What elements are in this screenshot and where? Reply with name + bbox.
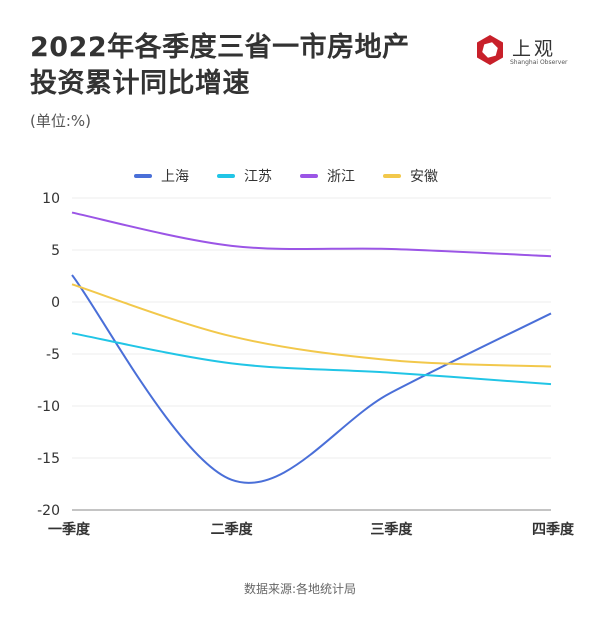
series-line-江苏 [71, 332, 552, 386]
legend: 上海 江苏 浙江 安徽 [134, 166, 438, 186]
series-line-安徽 [71, 283, 552, 368]
y-tick-label: 5 [51, 243, 60, 259]
legend-item[interactable]: 江苏 [217, 166, 272, 186]
title-line-1: 2022年各季度三省一市房地产 [30, 32, 410, 63]
unit-label: (单位:%) [30, 112, 92, 130]
x-tick-label: 四季度 [532, 521, 575, 538]
series-line-浙江 [71, 211, 552, 258]
legend-label: 浙江 [327, 169, 355, 185]
title-line-2: 投资累计同比增速 [30, 68, 250, 99]
legend-swatch-icon [383, 174, 401, 178]
logo-subtitle: Shanghai Observer [510, 59, 568, 66]
y-tick-label: -20 [37, 503, 60, 519]
y-tick-label: 10 [42, 191, 60, 207]
logo-text: 上观 [512, 38, 557, 60]
legend-item[interactable]: 安徽 [383, 166, 438, 186]
y-tick-label: -15 [37, 451, 60, 467]
legend-item[interactable]: 浙江 [300, 166, 355, 186]
legend-swatch-icon [300, 174, 318, 178]
logo: 上观 Shanghai Observer [474, 34, 584, 70]
chart-title: 2022年各季度三省一市房地产 投资累计同比增速 [30, 30, 410, 102]
x-tick-label: 一季度 [48, 521, 91, 538]
y-tick-label: 0 [51, 295, 60, 311]
legend-label: 上海 [161, 169, 189, 185]
source-note: 数据来源:各地统计局 [243, 582, 357, 596]
legend-swatch-icon [134, 174, 152, 178]
legend-item[interactable]: 上海 [134, 166, 189, 186]
logo-hexagon-icon [477, 35, 503, 65]
x-tick-label: 三季度 [370, 521, 413, 538]
legend-label: 安徽 [410, 169, 438, 185]
y-tick-label: -10 [37, 399, 60, 415]
legend-swatch-icon [217, 174, 235, 178]
y-tick-label: -5 [46, 347, 60, 363]
x-tick-label: 二季度 [211, 521, 254, 538]
legend-label: 江苏 [244, 169, 272, 185]
series-line-上海 [71, 274, 552, 484]
